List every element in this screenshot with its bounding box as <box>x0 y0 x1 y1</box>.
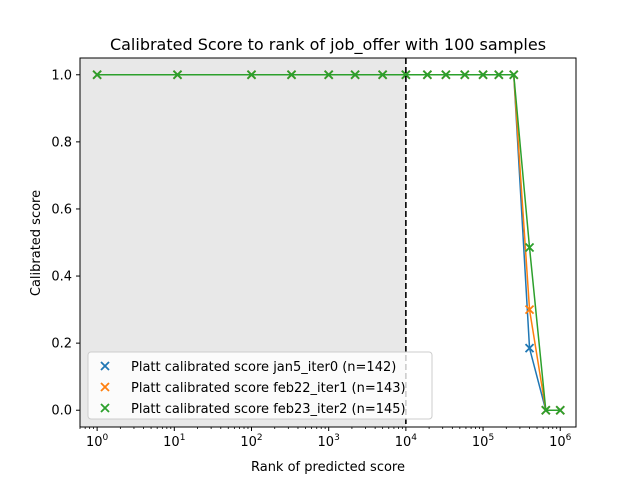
legend-label: Platt calibrated score feb22_iter1 (n=14… <box>131 381 406 396</box>
data-point-marker <box>286 70 297 80</box>
data-point-marker <box>92 70 102 80</box>
y-axis-label: Calibrated score <box>29 190 44 296</box>
data-point-marker <box>524 343 535 353</box>
y-tick-label: 0.8 <box>51 135 72 150</box>
data-point-marker <box>246 70 257 80</box>
y-tick-label: 1.0 <box>51 68 72 83</box>
data-point-marker <box>460 70 470 80</box>
y-tick-label: 0.0 <box>51 404 72 419</box>
y-tick-label: 0.4 <box>51 270 72 285</box>
data-point-marker <box>494 70 504 80</box>
data-point-marker <box>524 304 535 315</box>
data-point-marker <box>524 242 535 253</box>
data-point-marker <box>509 70 519 80</box>
data-point-marker <box>478 70 488 80</box>
legend-marker <box>100 382 110 392</box>
x-tick-label: 103 <box>318 433 340 450</box>
x-tick-label: 101 <box>163 433 185 450</box>
data-point-marker <box>172 70 183 80</box>
axes-frame <box>79 57 577 428</box>
x-tick-label: 105 <box>472 433 494 450</box>
data-point-marker <box>350 70 360 80</box>
data-point-marker <box>377 70 388 80</box>
data-point-marker <box>324 70 334 80</box>
x-axis-label: Rank of predicted score <box>251 460 405 475</box>
data-point-marker <box>401 70 411 80</box>
legend-label: Platt calibrated score jan5_iter0 (n=142… <box>131 360 396 375</box>
data-point-marker <box>555 405 565 415</box>
chart-title: Calibrated Score to rank of job_offer wi… <box>110 35 546 55</box>
x-tick-label: 102 <box>240 433 262 450</box>
legend-label: Platt calibrated score feb23_iter2 (n=14… <box>131 402 406 417</box>
legend-marker <box>100 403 110 413</box>
data-point-marker <box>441 70 451 80</box>
plot-area: 100 101 102 103 104 105 106 0.0 0.2 0.4 0.6 0.8 1.0 P… <box>51 57 577 450</box>
legend-box <box>87 351 433 420</box>
y-tick-label: 0.6 <box>51 202 72 217</box>
y-tick-label: 0.2 <box>51 337 72 352</box>
data-point-marker <box>541 405 551 415</box>
data-point-marker <box>422 70 433 80</box>
x-tick-label: 106 <box>549 433 572 450</box>
x-tick-label: 104 <box>395 433 418 450</box>
x-tick-label: 100 <box>86 433 109 450</box>
legend-marker <box>100 361 110 371</box>
